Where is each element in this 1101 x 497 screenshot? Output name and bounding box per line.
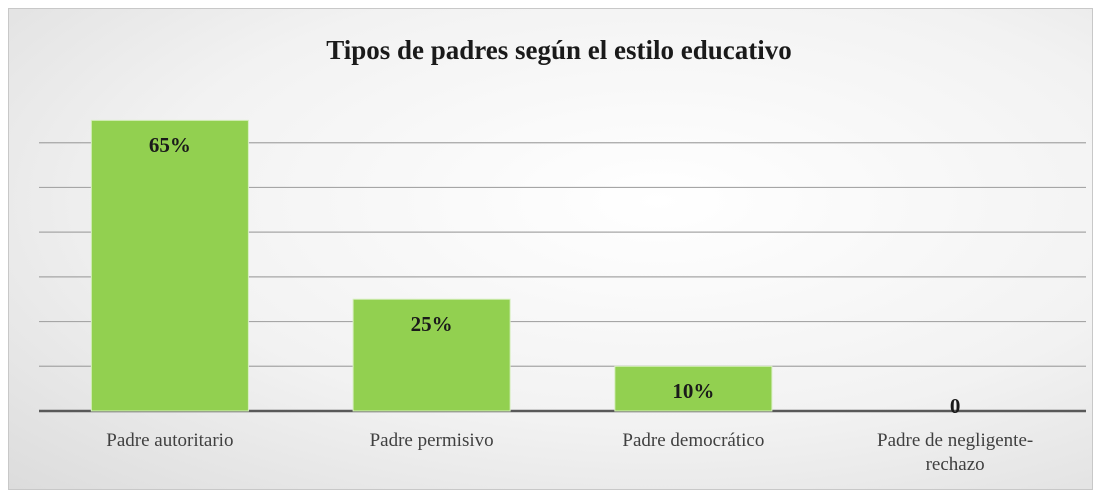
- data-label: 0: [950, 394, 961, 418]
- x-tick-label: Padre de negligente-rechazo: [877, 430, 1034, 475]
- chart-svg: Tipos de padres según el estilo educativ…: [39, 35, 1086, 418]
- chart-title: Tipos de padres según el estilo educativ…: [326, 35, 792, 65]
- chart: Tipos de padres según el estilo educativ…: [8, 8, 1093, 490]
- x-tick-label: Padre autoritario: [106, 430, 234, 451]
- bar: [614, 365, 773, 412]
- data-label: 25%: [411, 312, 453, 336]
- x-tick-label: Padre democrático: [622, 430, 765, 451]
- x-tick-label: Padre permisivo: [369, 430, 494, 451]
- data-label: 65%: [149, 133, 191, 157]
- bar: [90, 119, 249, 412]
- data-label: 10%: [672, 379, 714, 403]
- bar: [352, 298, 511, 412]
